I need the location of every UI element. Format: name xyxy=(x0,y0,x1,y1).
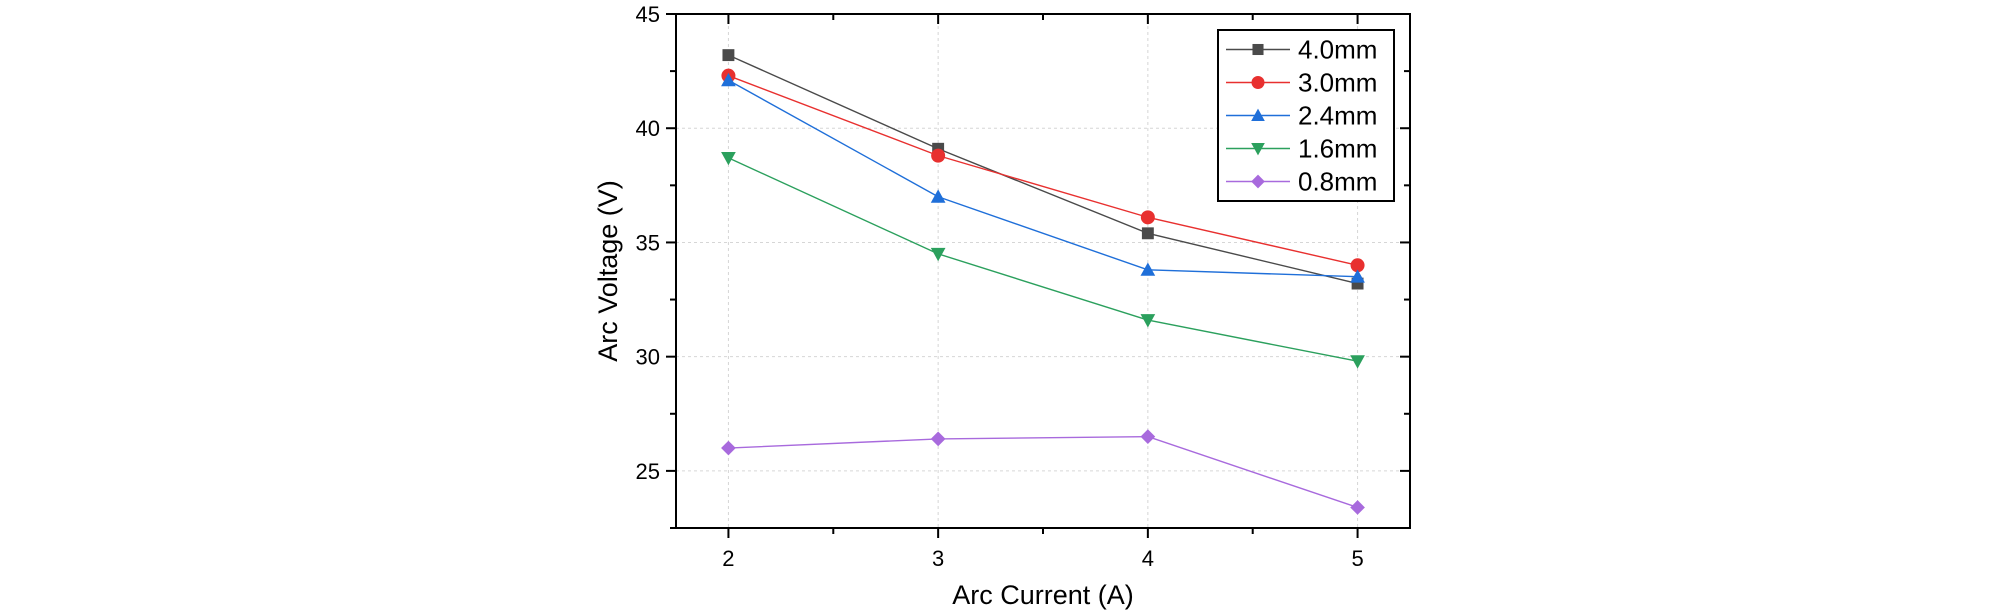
data-point-3.0mm xyxy=(1140,210,1155,225)
data-point-1.6mm xyxy=(1140,314,1156,328)
y-tick-label: 30 xyxy=(636,345,660,370)
series-1.6mm xyxy=(721,151,1365,369)
data-point-1.6mm xyxy=(1350,355,1365,369)
legend-item-2.4mm: 2.4mm xyxy=(1226,101,1377,131)
legend-marker xyxy=(1251,76,1265,89)
data-point-0.8mm xyxy=(1350,500,1365,515)
data-point-1.6mm xyxy=(721,151,736,166)
data-point-0.8mm xyxy=(930,431,946,447)
series-0.8mm xyxy=(721,429,1365,515)
data-point-2.4mm xyxy=(1140,262,1156,276)
data-point-3.0mm xyxy=(1350,258,1365,273)
data-point-4.0mm xyxy=(1351,277,1364,290)
series-line-3.0mm xyxy=(728,75,1358,266)
legend-marker xyxy=(1251,174,1265,189)
x-tick-label: 5 xyxy=(1351,546,1363,571)
x-tick-label: 4 xyxy=(1142,546,1154,571)
x-axis-title: Arc Current (A) xyxy=(952,580,1134,610)
legend-label: 3.0mm xyxy=(1298,68,1377,98)
data-point-0.8mm xyxy=(1140,429,1156,444)
y-tick-label: 25 xyxy=(636,459,660,484)
legend-item-4.0mm: 4.0mm xyxy=(1226,35,1377,65)
legend-label: 1.6mm xyxy=(1298,134,1377,164)
legend-item-3.0mm: 3.0mm xyxy=(1226,68,1377,98)
legend-item-0.8mm: 0.8mm xyxy=(1226,167,1377,197)
x-tick-label: 2 xyxy=(722,546,734,571)
data-point-2.4mm xyxy=(930,189,946,203)
legend-label: 2.4mm xyxy=(1298,101,1377,131)
series-line-0.8mm xyxy=(728,435,1358,509)
legend-label: 0.8mm xyxy=(1298,167,1377,197)
series-layer xyxy=(721,49,1365,515)
x-tick-label: 3 xyxy=(932,546,944,571)
series-line-1.6mm xyxy=(728,157,1358,362)
legend-marker xyxy=(1251,142,1265,156)
legend-marker xyxy=(1251,108,1265,122)
legend-marker xyxy=(1252,43,1264,56)
series-3.0mm xyxy=(721,68,1365,273)
legend-item-1.6mm: 1.6mm xyxy=(1226,134,1377,164)
data-point-4.0mm xyxy=(722,49,735,62)
series-line-2.4mm xyxy=(728,79,1358,278)
y-tick-label: 40 xyxy=(636,116,660,141)
y-tick-label: 35 xyxy=(636,230,660,255)
series-2.4mm xyxy=(721,72,1365,283)
y-axis-title: Arc Voltage (V) xyxy=(593,180,623,362)
data-point-3.0mm xyxy=(931,148,946,163)
data-point-1.6mm xyxy=(930,247,946,262)
data-point-2.4mm xyxy=(1350,269,1365,283)
data-point-4.0mm xyxy=(1141,227,1154,240)
legend-label: 4.0mm xyxy=(1298,35,1377,65)
data-point-0.8mm xyxy=(721,440,736,456)
series-line-4.0mm xyxy=(728,54,1358,285)
data-point-2.4mm xyxy=(721,72,736,87)
y-tick-label: 45 xyxy=(636,2,660,27)
